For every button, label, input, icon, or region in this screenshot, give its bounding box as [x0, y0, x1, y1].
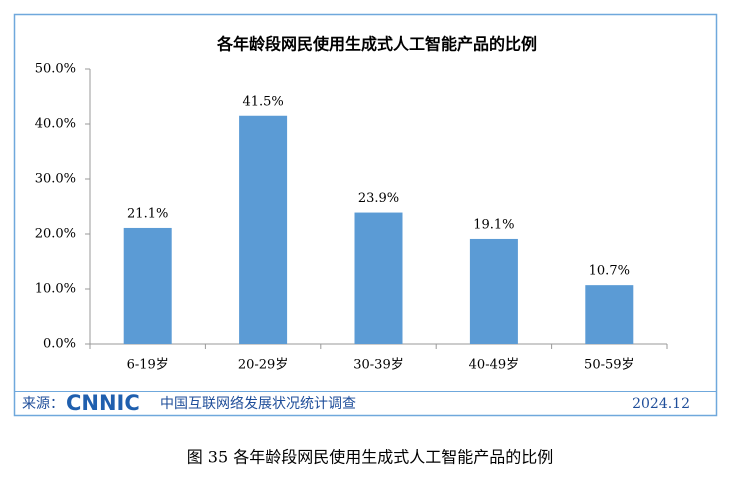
- y-tick-label: 30.0%: [35, 172, 76, 187]
- x-tick-label: 20-29岁: [238, 358, 288, 373]
- source-date: 2024.12: [632, 396, 690, 412]
- y-tick-label: 20.0%: [35, 227, 76, 242]
- x-tick-label: 30-39岁: [353, 358, 403, 373]
- data-label: 23.9%: [358, 191, 399, 206]
- data-label: 21.1%: [127, 206, 168, 221]
- data-label: 10.7%: [589, 264, 630, 279]
- data-label: 19.1%: [473, 217, 514, 232]
- y-tick-label: 0.0%: [43, 337, 76, 352]
- caption: 图 35 各年龄段网民使用生成式人工智能产品的比例: [187, 448, 554, 467]
- x-tick-label: 40-49岁: [469, 358, 519, 373]
- data-label: 41.5%: [242, 94, 283, 109]
- source-label: 来源：: [22, 396, 64, 412]
- bar: [585, 285, 634, 344]
- x-tick-label: 6-19岁: [127, 358, 169, 373]
- y-tick-label: 40.0%: [35, 117, 76, 132]
- bar: [123, 227, 172, 344]
- y-tick-label: 10.0%: [35, 282, 76, 297]
- y-tick-label: 50.0%: [35, 62, 76, 77]
- source-org: 中国互联网络发展状况统计调查: [160, 396, 356, 412]
- chart-title: 各年龄段网民使用生成式人工智能产品的比例: [216, 35, 537, 54]
- frame: [13, 13, 718, 417]
- logo: CNNIC: [66, 391, 140, 415]
- bar: [239, 115, 288, 344]
- x-tick-label: 50-59岁: [584, 358, 634, 373]
- bar: [354, 212, 403, 344]
- bar: [469, 238, 518, 344]
